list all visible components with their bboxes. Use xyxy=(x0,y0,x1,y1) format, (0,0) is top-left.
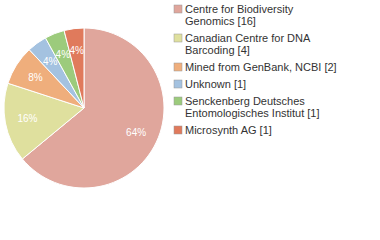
legend-swatch xyxy=(174,126,182,134)
data-label: 4% xyxy=(56,49,71,60)
legend: Centre for BiodiversityGenomics [16] Cana… xyxy=(174,3,337,136)
legend-swatch xyxy=(174,63,182,71)
data-label: 64% xyxy=(126,127,146,138)
legend-label: Centre for BiodiversityGenomics [16] xyxy=(185,3,294,27)
data-label: 4% xyxy=(70,45,85,56)
legend-label: Canadian Centre for DNABarcoding [4] xyxy=(185,32,311,56)
pie xyxy=(4,28,164,188)
legend-label: Mined from GenBank, NCBI [2] xyxy=(185,61,337,73)
legend-label: Unknown [1] xyxy=(185,78,246,90)
legend-label: Senckenberg DeutschesEntomologisches Ins… xyxy=(185,95,320,119)
chart: 64%16%8%4%4%4%Centre for BiodiversityGen… xyxy=(0,0,380,240)
data-label: 8% xyxy=(28,72,43,83)
legend-swatch xyxy=(174,34,182,42)
legend-swatch xyxy=(174,80,182,88)
legend-swatch xyxy=(174,97,182,105)
legend-swatch xyxy=(174,5,182,13)
legend-label: Microsynth AG [1] xyxy=(185,124,272,136)
data-label: 16% xyxy=(17,113,37,124)
data-labels: 64%16%8%4%4%4% xyxy=(17,45,146,138)
pie-slice xyxy=(64,28,84,108)
